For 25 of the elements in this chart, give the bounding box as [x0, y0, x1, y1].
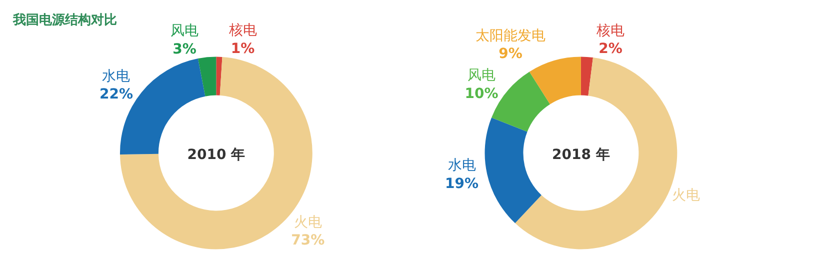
slice-label: 水电	[102, 68, 130, 84]
text: 2010 年	[187, 147, 246, 163]
slice-label: 火电	[672, 187, 700, 204]
slice-label: 风电	[170, 23, 198, 40]
data-label: 10%	[464, 86, 498, 102]
data-label: 9%	[498, 46, 522, 62]
data-label: 3%	[172, 41, 196, 58]
text: 2018 年	[552, 147, 610, 163]
slice-label: 风电	[468, 68, 496, 84]
donut-slice	[529, 56, 581, 104]
chart-title: 我国电源结构对比	[12, 12, 117, 28]
slice-label: 火电	[294, 214, 322, 230]
slice-label: 水电	[448, 158, 476, 174]
data-label: 19%	[445, 176, 479, 192]
donut-slice	[580, 56, 594, 96]
donut-slice	[484, 118, 542, 224]
data-label: 22%	[99, 86, 133, 103]
slice-label: 核电	[596, 22, 625, 39]
donut-slice	[198, 56, 216, 96]
data-label: 1%	[230, 40, 255, 57]
slice-label: 太阳能发电	[476, 28, 546, 44]
slice-label: 核电	[228, 22, 257, 39]
data-label: 2%	[598, 41, 622, 58]
donut-slice	[216, 56, 222, 96]
data-label: 73%	[291, 232, 325, 249]
